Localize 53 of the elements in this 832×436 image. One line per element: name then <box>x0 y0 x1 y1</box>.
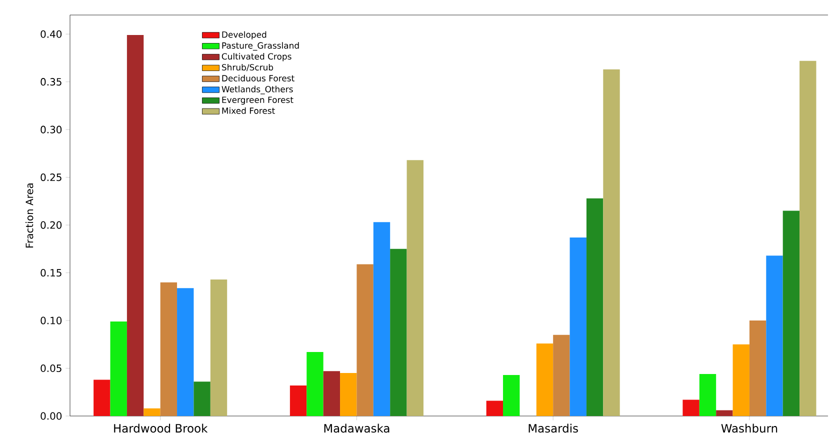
legend-label: Deciduous Forest <box>222 74 294 82</box>
y-axis-title: Fraction Area <box>25 183 34 248</box>
y-tick-label: 0.15 <box>40 269 62 277</box>
bar <box>177 288 194 416</box>
bar <box>160 282 178 416</box>
legend-label: Evergreen Forest <box>222 96 294 105</box>
bar <box>732 344 750 416</box>
x-tick-label: Hardwood Brook <box>114 424 208 433</box>
y-tick-label: 0.40 <box>40 30 62 38</box>
bar <box>406 160 424 416</box>
x-tick-label: Masardis <box>528 424 578 433</box>
x-tick-label: Madawaska <box>324 424 390 433</box>
bar <box>194 382 210 416</box>
y-tick-label: 0.20 <box>40 221 62 229</box>
legend-label: Shrub/Scrub <box>222 64 274 72</box>
bar <box>323 371 340 416</box>
y-tick-label: 0.10 <box>40 316 62 324</box>
legend-label: Cultivated Crops <box>222 53 292 62</box>
bar <box>126 35 144 416</box>
bar <box>340 373 357 416</box>
y-tick-label: 0.35 <box>40 78 62 86</box>
y-tick-label: 0.25 <box>40 174 62 182</box>
bar <box>603 69 620 416</box>
bar <box>503 374 520 416</box>
bar <box>306 352 324 416</box>
bar <box>716 410 733 416</box>
legend-label: Wetlands_Others <box>222 86 293 94</box>
legend-label: Developed <box>222 31 266 40</box>
bar <box>766 256 783 416</box>
y-tick-label: 0.00 <box>40 412 62 420</box>
x-tick-label: Washburn <box>721 424 778 433</box>
bar <box>553 334 570 416</box>
bar <box>682 400 700 416</box>
bar <box>390 248 407 416</box>
bar <box>356 264 374 416</box>
bar <box>800 60 816 416</box>
bar <box>290 385 307 416</box>
legend-label: Mixed Forest <box>222 107 275 114</box>
bar <box>373 222 390 416</box>
bar <box>782 210 800 416</box>
bar <box>570 237 586 416</box>
legend-label: Pasture_Grassland <box>222 42 299 51</box>
bar <box>749 320 766 416</box>
bar <box>210 279 228 416</box>
y-tick-label: 0.30 <box>40 126 62 134</box>
bar <box>586 198 604 416</box>
bar <box>144 408 160 416</box>
y-tick-label: 0.05 <box>40 364 62 372</box>
bar <box>110 321 127 416</box>
bar <box>699 374 716 416</box>
bar <box>536 343 554 416</box>
bar <box>94 380 110 416</box>
bar <box>486 400 504 416</box>
